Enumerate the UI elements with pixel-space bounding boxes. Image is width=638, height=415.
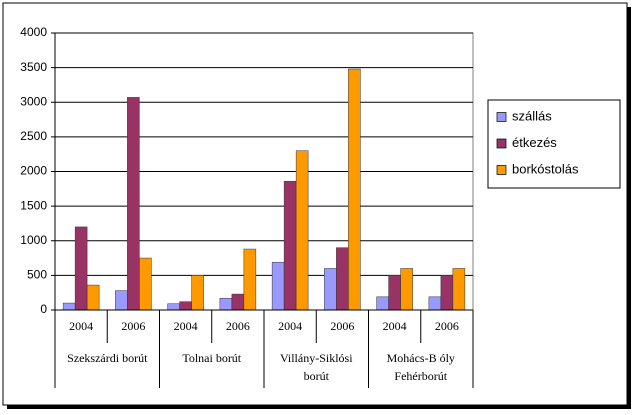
y-tick-label: 0 bbox=[40, 302, 47, 316]
x-tick-label: 2006 bbox=[226, 319, 250, 333]
x-tick-label: 2006 bbox=[121, 319, 145, 333]
bar bbox=[139, 257, 152, 311]
legend-label: borkóstolás bbox=[512, 161, 579, 176]
bar bbox=[243, 248, 257, 311]
bar bbox=[219, 297, 233, 311]
y-tick-label: 3000 bbox=[20, 94, 47, 108]
y-tick-label: 2500 bbox=[20, 129, 47, 143]
y-tick-label: 500 bbox=[27, 268, 47, 282]
legend-box bbox=[487, 99, 621, 189]
bar bbox=[86, 284, 100, 311]
bar bbox=[167, 303, 180, 311]
bar bbox=[400, 268, 413, 311]
bar bbox=[388, 275, 401, 311]
x-tick-label: 2006 bbox=[330, 319, 354, 333]
legend-label: étkezés bbox=[512, 135, 557, 150]
bar bbox=[440, 275, 454, 311]
legend-label: szállás bbox=[512, 108, 552, 123]
bar bbox=[428, 296, 442, 311]
bar bbox=[271, 261, 285, 311]
bar bbox=[62, 302, 76, 311]
bar bbox=[283, 180, 297, 311]
x-tick-label: 2004 bbox=[278, 319, 302, 333]
group-label: Szekszárdi borút bbox=[67, 351, 148, 365]
legend-swatch bbox=[496, 112, 507, 122]
legend-swatch bbox=[496, 138, 507, 149]
bar bbox=[74, 226, 88, 311]
group-label: Tolnai borút bbox=[182, 351, 242, 365]
bar bbox=[336, 247, 349, 311]
x-tick-label: 2004 bbox=[69, 319, 93, 333]
bar bbox=[127, 97, 140, 311]
bar bbox=[231, 293, 245, 311]
bar bbox=[348, 68, 361, 311]
y-tick-label: 4000 bbox=[20, 25, 47, 39]
bar bbox=[115, 290, 128, 311]
bar bbox=[324, 268, 337, 311]
bar bbox=[191, 275, 204, 311]
legend-swatch bbox=[496, 165, 507, 175]
x-tick-label: 2004 bbox=[383, 319, 407, 333]
y-tick-label: 2000 bbox=[20, 164, 47, 178]
y-tick-label: 1000 bbox=[20, 233, 47, 247]
bar bbox=[376, 296, 389, 311]
y-tick-label: 3500 bbox=[20, 60, 47, 74]
bar bbox=[179, 301, 192, 311]
x-tick-label: 2004 bbox=[174, 319, 198, 333]
group-label: Villány-Siklósi borút bbox=[279, 351, 353, 383]
x-tick-label: 2006 bbox=[435, 319, 459, 333]
bar bbox=[295, 150, 309, 311]
group-label: Mohács-B óly Fehérborút bbox=[386, 351, 455, 383]
y-tick-label: 1500 bbox=[20, 198, 47, 212]
bar bbox=[452, 268, 466, 311]
